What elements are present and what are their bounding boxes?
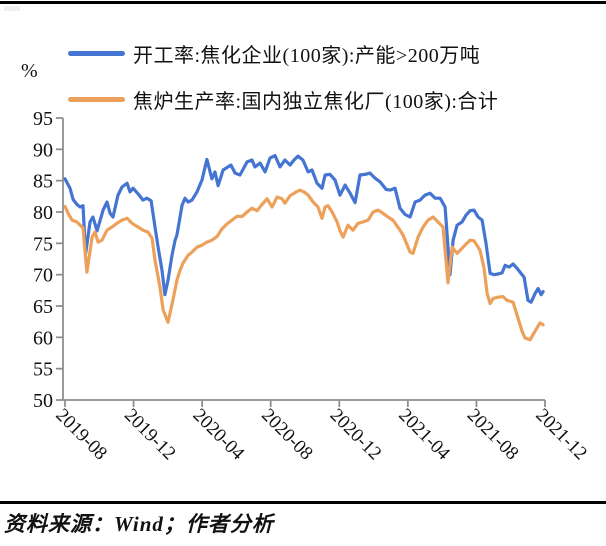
bottom-border-rule (0, 501, 606, 504)
series-line-orange (63, 188, 545, 342)
top-left-smudge (4, 6, 20, 11)
x-tick-label: 2021-08 (463, 405, 523, 465)
x-tick-label: 2020-04 (189, 405, 249, 465)
y-tick-label: 75 (33, 233, 53, 255)
y-tick-label: 85 (33, 171, 53, 193)
y-tick-label: 90 (33, 139, 53, 161)
y-tick-label: 70 (33, 265, 53, 287)
chart-legend: 开工率:焦化企业(100家):产能>200万吨 焦炉生产率:国内独立焦化厂(10… (68, 40, 498, 132)
legend-item-orange: 焦炉生产率:国内独立焦化厂(100家):合计 (68, 86, 499, 113)
y-tick-label: 65 (33, 296, 53, 318)
y-tick-label: 60 (33, 327, 53, 349)
y-tick-label: 95 (33, 108, 53, 130)
source-note: 资料来源：Wind；作者分析 (4, 512, 274, 536)
legend-line-swatch-blue (68, 50, 125, 56)
x-tick-label: 2021-04 (394, 405, 454, 465)
x-tick-label: 2020-12 (326, 405, 386, 465)
legend-line-swatch-orange (68, 96, 125, 102)
x-tick-label: 2019-08 (51, 405, 111, 465)
legend-item-blue: 开工率:焦化企业(100家):产能>200万吨 (68, 40, 498, 67)
legend-label-blue: 开工率:焦化企业(100家):产能>200万吨 (133, 44, 481, 67)
x-tick-label: 2020-08 (257, 405, 317, 465)
y-tick-label: 55 (33, 359, 53, 381)
y-tick-label: 80 (33, 202, 53, 224)
y-tick-label: 50 (33, 390, 53, 412)
legend-label-orange: 焦炉生产率:国内独立焦化厂(100家):合计 (133, 90, 499, 113)
y-axis-unit-label: % (21, 60, 38, 82)
x-tick-label: 2019-12 (120, 405, 180, 465)
series-line-blue (63, 154, 545, 304)
top-border-rule (0, 1, 606, 4)
x-tick-label: 2021-12 (531, 405, 591, 465)
